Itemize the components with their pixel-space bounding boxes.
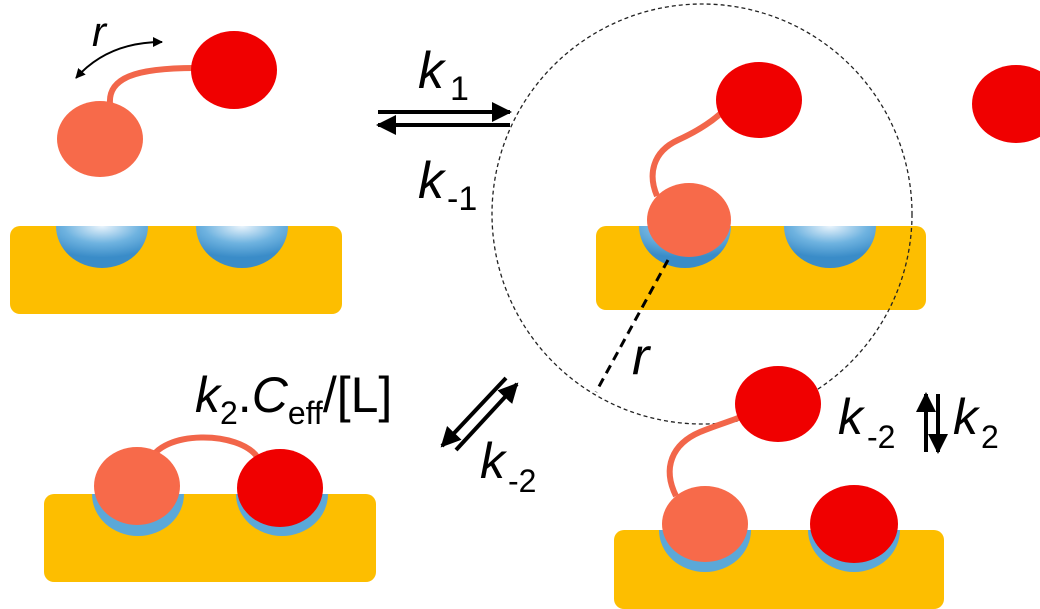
equilibrium-k2: k -2 k 2 bbox=[838, 389, 999, 455]
km2-left-symbol: k bbox=[480, 433, 508, 489]
k1-subscript: 1 bbox=[450, 70, 469, 108]
k2ceff-label: k2.Ceff/[L] bbox=[195, 367, 392, 431]
state-unbound: r bbox=[10, 8, 342, 314]
linker-length-label: r bbox=[92, 8, 108, 55]
binding-pocket bbox=[196, 226, 288, 268]
linker bbox=[106, 65, 196, 105]
forward-arrow bbox=[440, 376, 508, 448]
ligand-moiety-dark bbox=[237, 449, 323, 527]
km1-symbol: k bbox=[418, 152, 447, 210]
km2-right-symbol: k bbox=[838, 389, 866, 445]
radius-label: r bbox=[632, 328, 652, 386]
ligand-moiety-light bbox=[647, 183, 731, 257]
binding-pocket bbox=[784, 226, 876, 268]
receptor-surface bbox=[44, 494, 376, 582]
competitor-ligand-bound bbox=[810, 485, 898, 563]
radius-line bbox=[594, 259, 670, 393]
binding-pocket bbox=[56, 226, 148, 268]
k1-symbol: k bbox=[418, 42, 447, 100]
ligand-moiety-light bbox=[662, 486, 748, 562]
free-competitor-ligand bbox=[972, 65, 1040, 143]
equilibrium-k2ceff: k2.Ceff/[L] k -2 bbox=[195, 367, 536, 499]
ligand-moiety-dark bbox=[735, 366, 821, 442]
equilibrium-k1: k 1 k -1 bbox=[376, 42, 512, 218]
reverse-arrow bbox=[454, 382, 519, 452]
state-competitor-bound bbox=[614, 366, 944, 609]
km2-left-subscript: -2 bbox=[508, 463, 536, 499]
linker bbox=[649, 102, 733, 198]
ligand-moiety-light bbox=[94, 447, 180, 525]
k2-right-subscript: 2 bbox=[981, 419, 999, 455]
ligand-moiety-dark bbox=[191, 31, 277, 109]
state-bivalent-bound bbox=[44, 434, 376, 582]
k2-right-symbol: k bbox=[953, 389, 981, 445]
effective-concentration-sphere bbox=[491, 3, 913, 425]
flexibility-arrow bbox=[75, 37, 163, 79]
state-monovalent-bound: r bbox=[491, 3, 926, 425]
km2-right-subscript: -2 bbox=[867, 419, 895, 455]
ligand-moiety-light bbox=[57, 101, 143, 177]
ligand-moiety-dark bbox=[716, 62, 802, 138]
km1-subscript: -1 bbox=[447, 180, 477, 218]
